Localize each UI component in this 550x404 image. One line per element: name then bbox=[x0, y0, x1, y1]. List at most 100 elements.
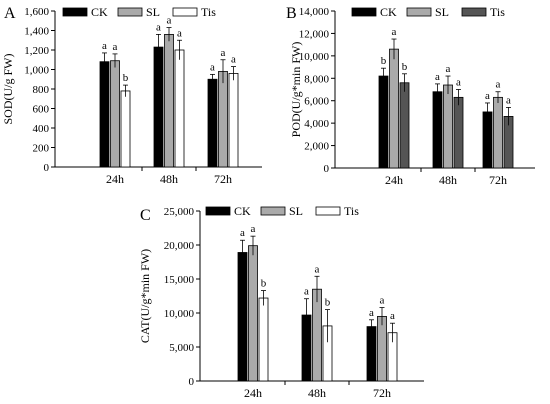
y-tick-label: 1,000 bbox=[24, 65, 49, 77]
legend-swatch bbox=[62, 7, 88, 17]
bar bbox=[110, 60, 120, 168]
y-tick-label: 1,400 bbox=[24, 26, 49, 38]
y-tick-label: 5,000 bbox=[169, 342, 194, 354]
legend-swatch bbox=[461, 7, 487, 17]
panel-letter: C bbox=[140, 207, 151, 224]
legend-label: CK bbox=[91, 5, 108, 19]
significance-letter: a bbox=[251, 223, 256, 235]
legend: CK SL Tis bbox=[62, 5, 216, 19]
y-tick-label: 6,000 bbox=[304, 96, 329, 108]
y-tick-label: 10,000 bbox=[164, 308, 195, 320]
bar bbox=[453, 96, 464, 169]
y-tick-label: 20,000 bbox=[164, 240, 195, 252]
legend-swatch bbox=[260, 206, 286, 216]
bar bbox=[432, 91, 443, 169]
significance-letter: a bbox=[369, 307, 374, 319]
significance-letter: a bbox=[456, 77, 461, 89]
x-tick-label: 48h bbox=[160, 172, 178, 186]
legend-swatch bbox=[172, 7, 198, 17]
x-tick-label: 24h bbox=[385, 173, 403, 187]
y-axis-label: CAT(U/g*min FW) bbox=[138, 249, 152, 343]
significance-letter: b bbox=[123, 72, 129, 84]
significance-letter: a bbox=[240, 227, 245, 239]
significance-letter: a bbox=[304, 286, 309, 298]
legend-label: CK bbox=[380, 5, 397, 19]
panel-b: B POD(U/g*min FW) 0 2,000 4,000 6,000 8,000 10,… bbox=[286, 5, 535, 187]
bar bbox=[366, 326, 377, 382]
y-tick-label: 10,000 bbox=[299, 51, 330, 63]
significance-letter: b bbox=[325, 297, 331, 309]
legend-label: SL bbox=[289, 204, 303, 218]
significance-letter: a bbox=[177, 27, 182, 39]
significance-letter: a bbox=[506, 94, 511, 106]
bar bbox=[493, 96, 503, 169]
bar bbox=[120, 90, 131, 168]
significance-letter: b bbox=[381, 55, 387, 67]
bar bbox=[377, 315, 387, 382]
legend-swatch bbox=[315, 206, 341, 216]
y-tick-label: 8,000 bbox=[304, 73, 329, 85]
x-tick-label: 72h bbox=[214, 172, 232, 186]
bar bbox=[99, 61, 110, 168]
significance-letter: b bbox=[402, 61, 408, 73]
legend-label: Tis bbox=[344, 204, 359, 218]
significance-letter: a bbox=[231, 54, 236, 66]
significance-letter: a bbox=[380, 295, 385, 307]
bar bbox=[389, 48, 399, 169]
significance-letter: a bbox=[390, 310, 395, 322]
bar bbox=[399, 82, 410, 169]
bar bbox=[164, 34, 174, 168]
y-tick-label: 400 bbox=[33, 123, 50, 135]
bar bbox=[237, 252, 248, 382]
y-tick-label: 0 bbox=[189, 376, 195, 388]
x-tick-label: 72h bbox=[489, 173, 507, 187]
y-tick-label: 800 bbox=[33, 84, 50, 96]
significance-letter: a bbox=[210, 61, 215, 73]
significance-letter: a bbox=[156, 21, 161, 33]
panel-letter: B bbox=[286, 5, 297, 22]
significance-letter: a bbox=[496, 79, 501, 91]
bar bbox=[174, 49, 185, 168]
legend-swatch bbox=[117, 7, 143, 17]
legend: CK SL Tis bbox=[205, 204, 359, 218]
y-tick-label: 15,000 bbox=[164, 274, 195, 286]
panel-a: A SOD(U/g FW) 0 200 400 600 800 1,000 1,200 1,400… bbox=[1, 5, 262, 186]
significance-letter: a bbox=[113, 41, 118, 53]
legend-label: SL bbox=[435, 5, 449, 19]
y-tick-label: 600 bbox=[33, 104, 50, 116]
significance-letter: a bbox=[435, 71, 440, 83]
y-tick-label: 4,000 bbox=[304, 118, 329, 130]
panel-letter: A bbox=[4, 5, 16, 22]
significance-letter: a bbox=[221, 47, 226, 59]
bar bbox=[258, 297, 269, 382]
y-tick-label: 14,000 bbox=[299, 6, 330, 18]
significance-letter: b bbox=[261, 278, 267, 290]
bar bbox=[248, 245, 258, 382]
bar bbox=[228, 73, 239, 168]
y-tick-label: 200 bbox=[33, 143, 50, 155]
y-tick-label: 2,000 bbox=[304, 141, 329, 153]
legend-swatch bbox=[406, 7, 432, 17]
y-tick-label: 0 bbox=[44, 162, 50, 174]
significance-letter: a bbox=[167, 15, 172, 27]
y-tick-label: 0 bbox=[324, 163, 330, 175]
panel-c: C CAT(U/g*min FW) 0 5,000 10,000 15,000 20,000… bbox=[138, 204, 424, 400]
legend-swatch bbox=[351, 7, 377, 17]
y-axis-label: SOD(U/g FW) bbox=[1, 53, 15, 124]
bar bbox=[207, 78, 218, 168]
bar bbox=[218, 71, 228, 168]
y-axis-label: POD(U/g*min FW) bbox=[289, 42, 303, 138]
y-tick-label: 1,600 bbox=[24, 6, 49, 18]
x-tick-label: 24h bbox=[106, 172, 124, 186]
bar bbox=[312, 288, 322, 382]
bar bbox=[378, 75, 389, 169]
legend-label: SL bbox=[146, 5, 160, 19]
bar bbox=[443, 84, 453, 169]
legend-label: Tis bbox=[490, 5, 505, 19]
x-tick-label: 48h bbox=[308, 386, 326, 400]
bar bbox=[153, 46, 164, 168]
y-tick-label: 1,200 bbox=[24, 45, 49, 57]
significance-letter: a bbox=[102, 40, 107, 52]
x-tick-label: 48h bbox=[439, 173, 457, 187]
